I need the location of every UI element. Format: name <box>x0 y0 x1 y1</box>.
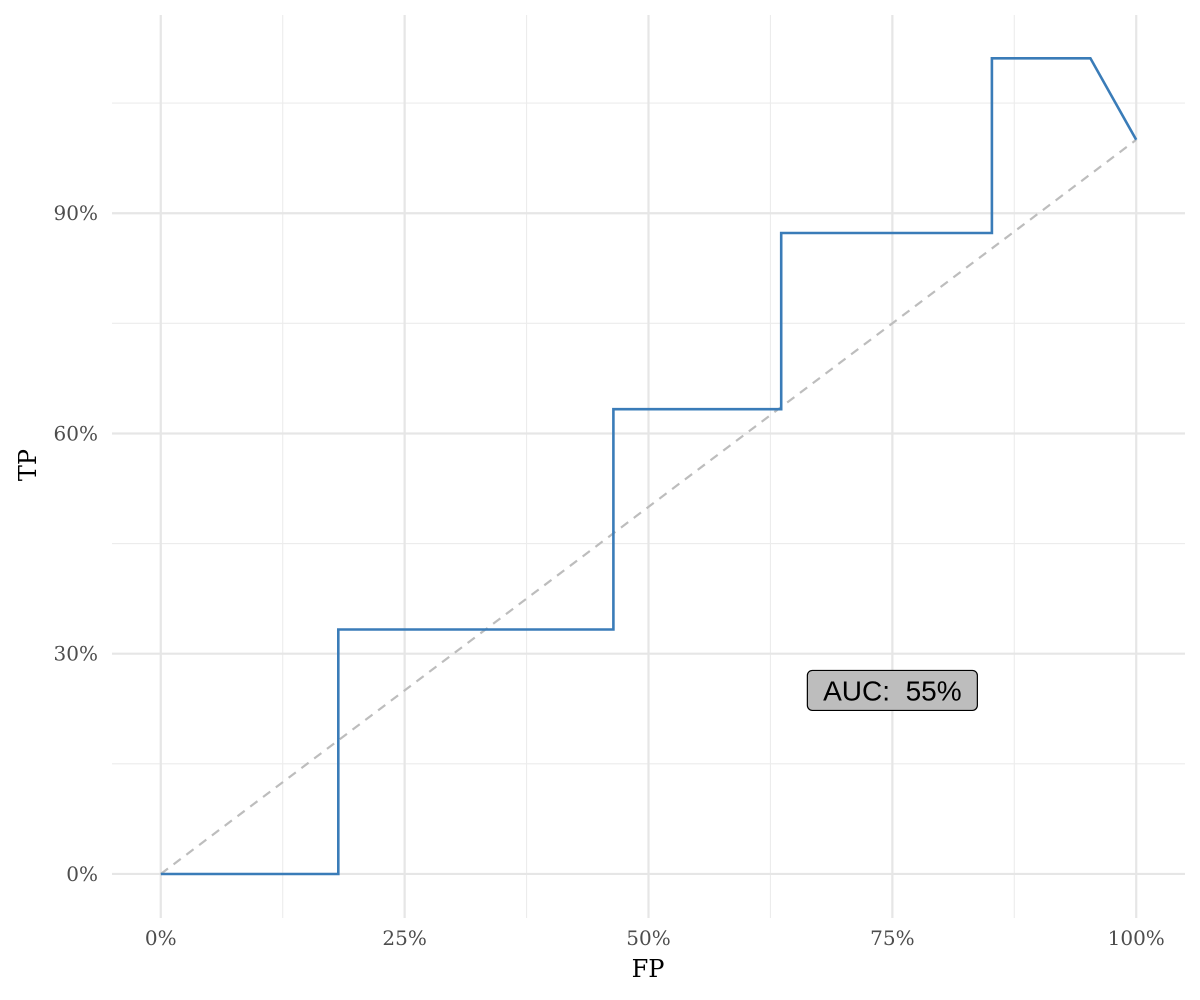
y-tick-label: 0% <box>66 862 98 886</box>
x-axis-title: FP <box>632 955 665 983</box>
y-tick-label: 90% <box>54 201 98 225</box>
y-axis-tick-labels: 0% 30% 60% 90% <box>54 201 98 886</box>
roc-curve-line <box>160 57 1138 876</box>
auc-label-text: AUC: 55% <box>823 675 962 706</box>
x-axis-tick-labels: 0% 25% 50% 75% 100% <box>145 926 1165 950</box>
auc-label-box <box>806 669 978 712</box>
y-axis-title: TP <box>14 449 42 481</box>
x-tick-label: 0% <box>145 926 177 950</box>
auc-annotation: AUC: 55% <box>806 669 978 712</box>
roc-curve-series <box>160 57 1138 876</box>
x-tick-label: 75% <box>870 926 914 950</box>
reference-diagonal <box>160 138 1137 875</box>
y-tick-label: 30% <box>54 642 98 666</box>
x-tick-label: 100% <box>1108 926 1165 950</box>
x-tick-label: 25% <box>382 926 426 950</box>
y-tick-label: 60% <box>54 421 98 445</box>
x-tick-label: 50% <box>626 926 670 950</box>
diagonal-reference-line <box>160 138 1137 875</box>
major-gridlines <box>112 15 1185 918</box>
